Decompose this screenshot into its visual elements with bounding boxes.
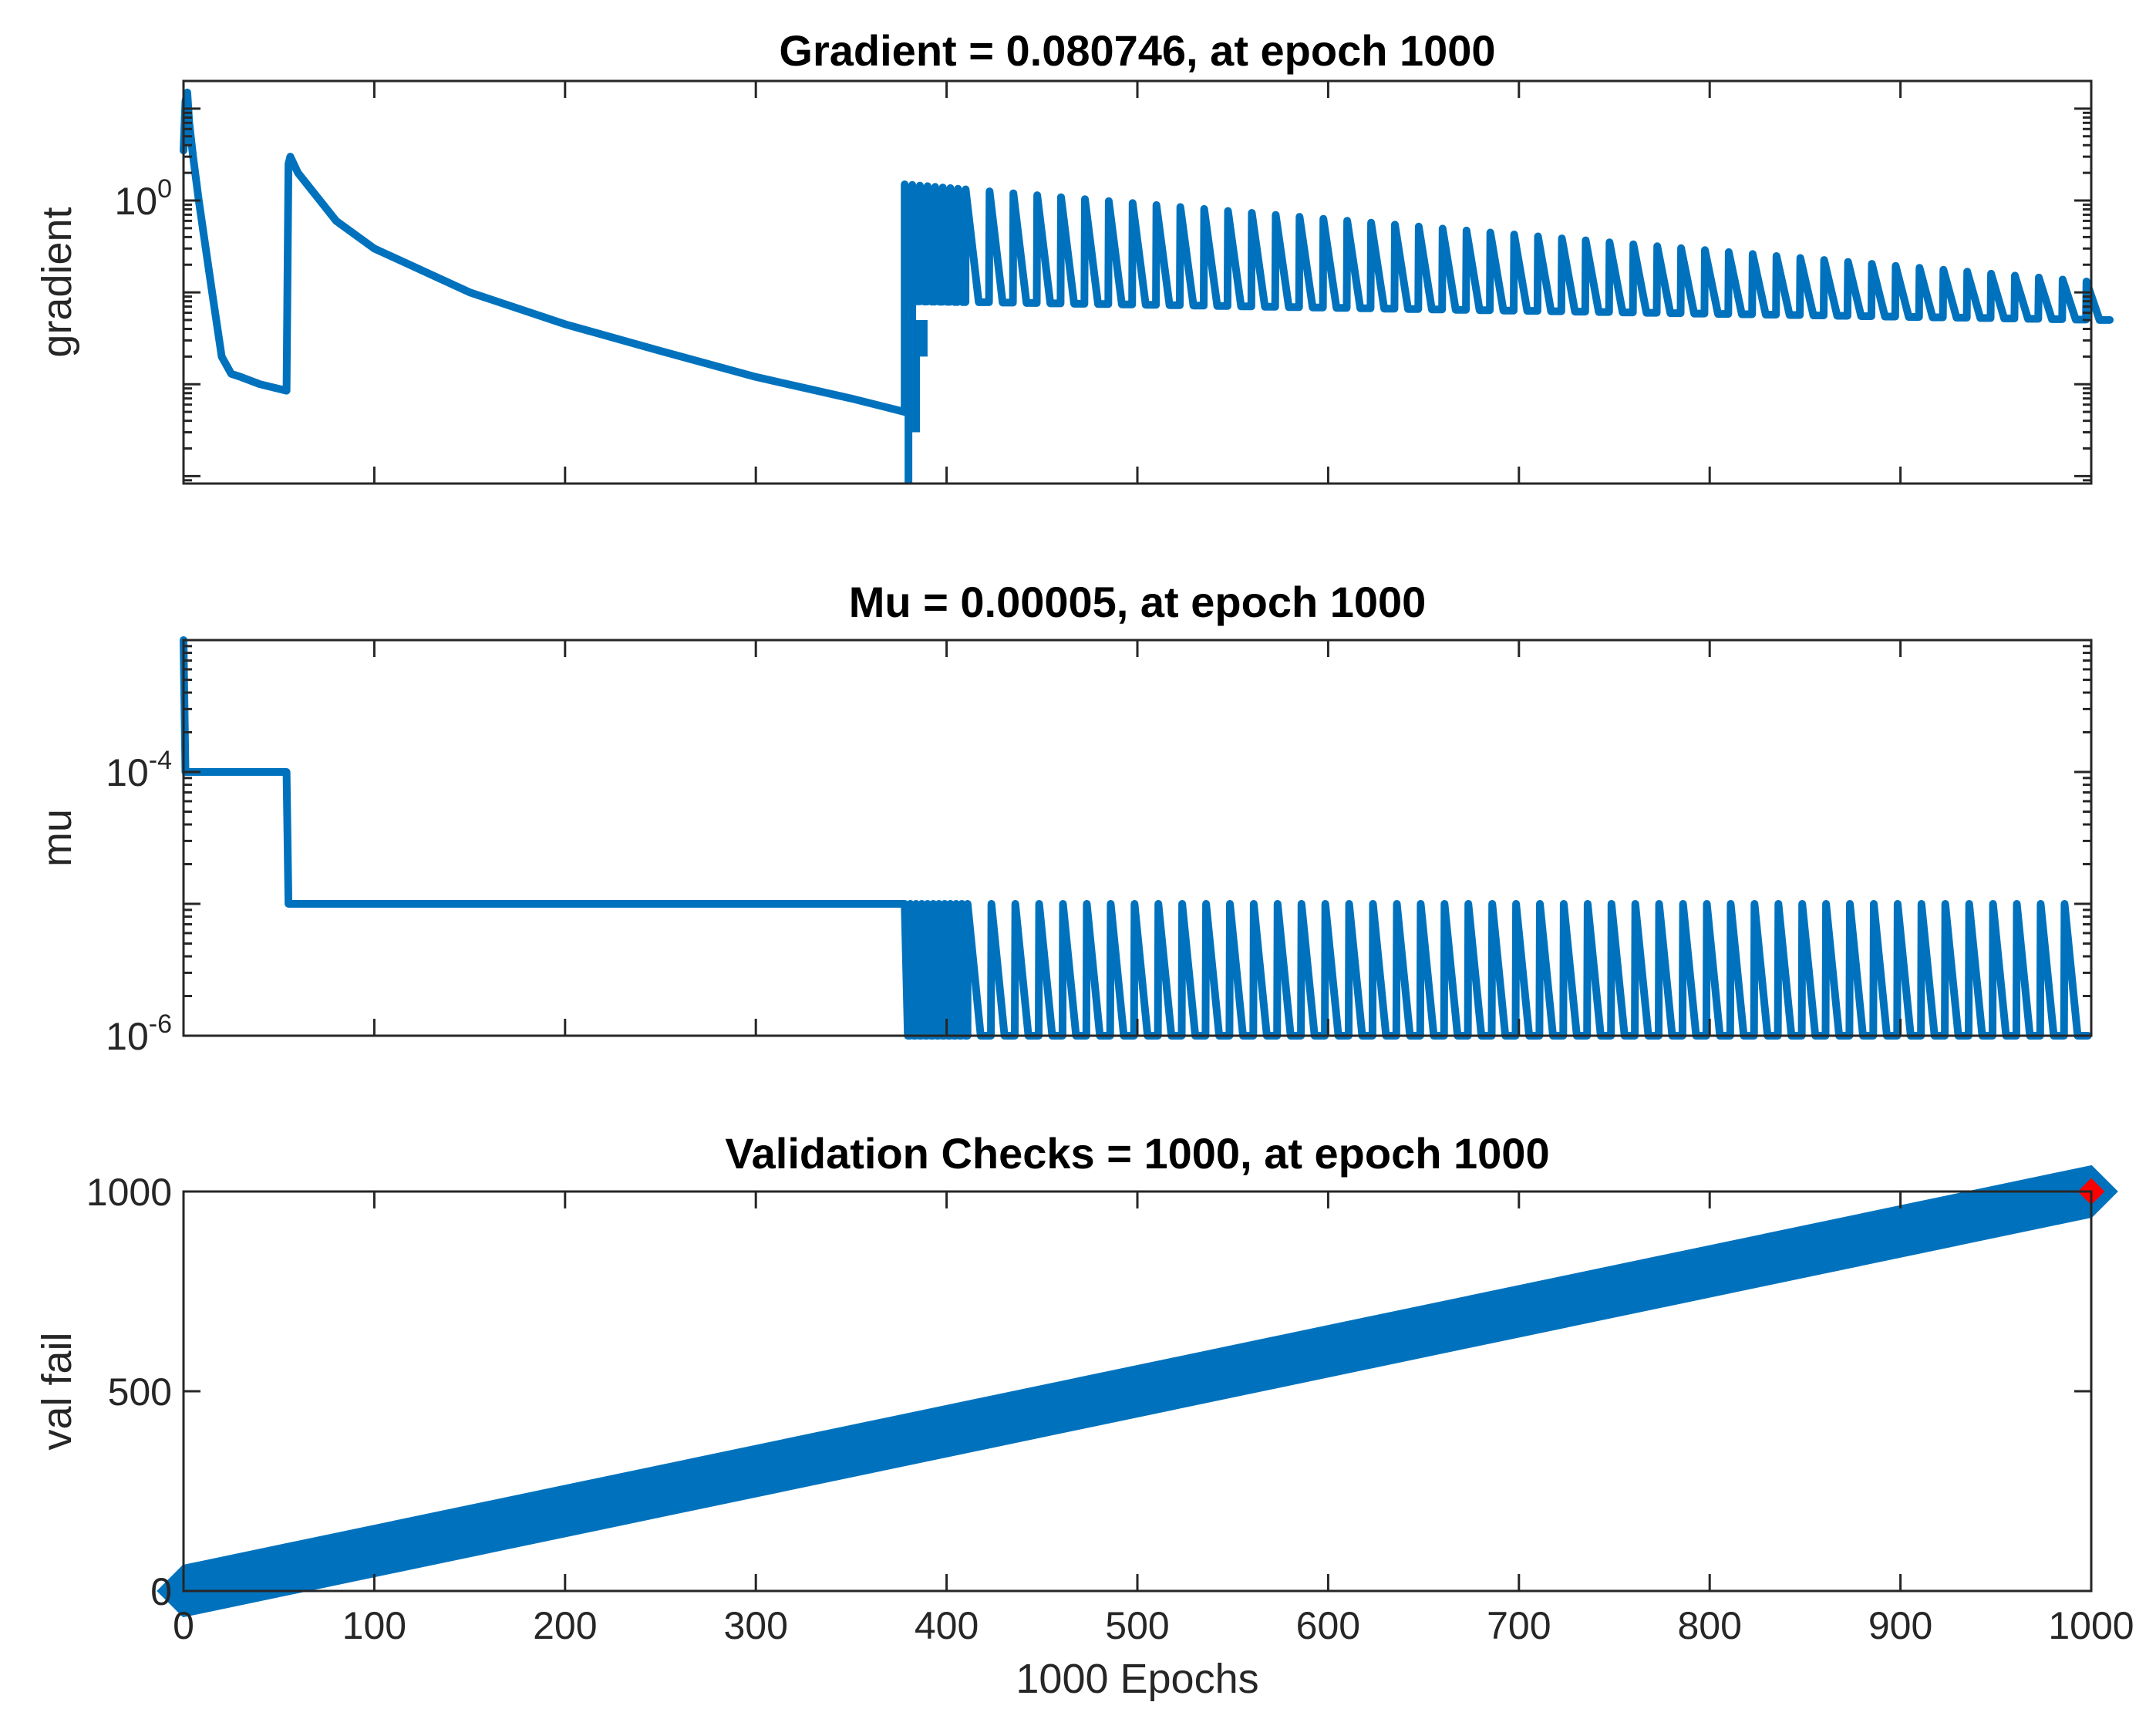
val-fail-panel-xtick-label: 900 (1868, 1604, 1932, 1647)
val-fail-panel-xtick-label: 100 (342, 1604, 406, 1647)
gradient-panel-series-line (180, 88, 2114, 416)
val-fail-panel-xtick-label: 600 (1296, 1604, 1360, 1647)
mu-panel-ytick-exponent: -4 (149, 746, 172, 775)
gradient-panel-ytick-base: 10 (114, 180, 157, 223)
val-fail-panel-xtick-label: 300 (723, 1604, 787, 1647)
mu-panel-ytick-base: 10 (106, 1015, 149, 1058)
gradient-panel-ylabel: gradient (34, 207, 80, 357)
val-fail-panel-ytick-label: 1000 (86, 1171, 172, 1214)
val-fail-panel-xtick-label: 1000 (2048, 1604, 2134, 1647)
val-fail-panel-xtick-label: 800 (1677, 1604, 1741, 1647)
val-fail-panel-xtick-label: 500 (1105, 1604, 1169, 1647)
gradient-panel-ytick-label: 100 (114, 174, 172, 223)
val-fail-panel-xtick-label: 200 (533, 1604, 597, 1647)
val-fail-panel-xtick-label: 0 (173, 1604, 194, 1647)
mu-panel-ylabel: mu (34, 809, 80, 867)
mu-panel-ytick-exponent: -6 (149, 1009, 172, 1039)
mu-panel-ytick-label: 10-6 (106, 1009, 172, 1058)
val-fail-panel-xtick-label: 400 (915, 1604, 979, 1647)
val-fail-panel-title: Validation Checks = 1000, at epoch 1000 (725, 1129, 1549, 1178)
val-fail-panel-ytick-label: 500 (108, 1370, 172, 1414)
val-fail-panel-ytick-label: 0 (150, 1570, 172, 1613)
gradient-panel-ytick-exponent: 0 (157, 174, 172, 204)
mu-panel-ytick-label: 10-4 (106, 746, 172, 794)
mu-panel-title: Mu = 0.00005, at epoch 1000 (849, 578, 1427, 626)
gradient-panel-title: Gradient = 0.080746, at epoch 1000 (779, 26, 1495, 75)
val-fail-panel-xlabel: 1000 Epochs (1016, 1656, 1258, 1702)
val-fail-panel-ylabel: val fail (34, 1332, 80, 1450)
val-fail-panel-xtick-label: 700 (1487, 1604, 1551, 1647)
mu-panel-ytick-base: 10 (106, 751, 149, 794)
